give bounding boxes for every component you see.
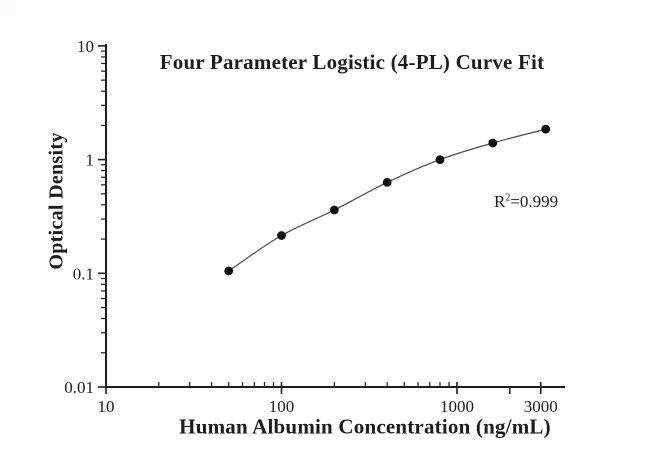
data-point (382, 178, 392, 187)
data-point (329, 205, 339, 215)
x-tick-label: 3000 (524, 397, 558, 416)
corner-artifact (0, 0, 16, 16)
r-squared-exponent: 2 (505, 192, 511, 204)
x-tick-label: 1000 (440, 397, 474, 416)
r-squared-annotation: R2=0.999 (494, 192, 558, 212)
y-tick-label: 10 (77, 37, 94, 56)
x-axis-label: Human Albumin Concentration (ng/mL) (179, 414, 551, 439)
data-point (488, 138, 498, 148)
x-tick-label: 100 (269, 397, 295, 416)
data-point (224, 266, 234, 276)
r-squared-value: =0.999 (510, 192, 559, 211)
y-tick-label: 0.01 (64, 378, 94, 397)
y-tick-label: 1 (86, 151, 95, 170)
chart-title: Four Parameter Logistic (4-PL) Curve Fit (159, 50, 545, 74)
x-tick-label: 10 (98, 397, 115, 416)
data-point (277, 231, 286, 240)
data-point (435, 155, 445, 165)
y-tick-label: 0.1 (73, 264, 94, 283)
r-squared-base: R (494, 192, 506, 211)
data-point (541, 124, 551, 134)
y-axis-label: Optical Density (45, 132, 68, 270)
